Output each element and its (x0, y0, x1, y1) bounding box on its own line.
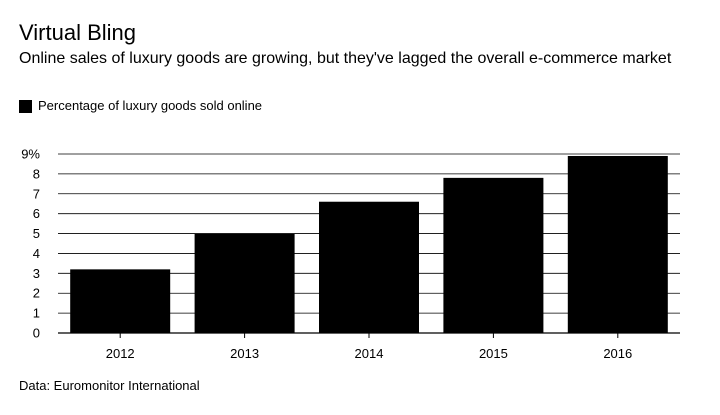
y-tick-label: 1 (33, 306, 40, 321)
legend-swatch (19, 99, 32, 113)
legend-label: Percentage of luxury goods sold online (38, 98, 263, 113)
x-tick-label: 2015 (479, 346, 508, 361)
chart-title: Virtual Bling (19, 20, 136, 45)
bar (194, 233, 295, 333)
x-tick-label: 2012 (106, 346, 135, 361)
y-tick-label: 9% (21, 147, 40, 162)
x-tick-label: 2013 (230, 346, 259, 361)
y-tick-label: 8 (33, 166, 40, 181)
chart-subtitle: Online sales of luxury goods are growing… (19, 50, 672, 67)
source-note: Data: Euromonitor International (19, 378, 200, 393)
y-tick-label: 4 (33, 246, 40, 261)
y-tick-label: 6 (33, 206, 40, 221)
y-tick-label: 0 (33, 326, 40, 341)
y-tick-label: 5 (33, 226, 40, 241)
y-tick-label: 3 (33, 266, 40, 281)
x-tick-label: 2014 (355, 346, 384, 361)
legend: Percentage of luxury goods sold online (19, 98, 262, 114)
bar (567, 155, 668, 333)
bar (443, 177, 544, 333)
x-tick-label: 2016 (603, 346, 632, 361)
bar (70, 269, 171, 333)
bar (319, 201, 419, 333)
y-tick-label: 2 (33, 286, 40, 301)
y-tick-label: 7 (33, 186, 40, 201)
